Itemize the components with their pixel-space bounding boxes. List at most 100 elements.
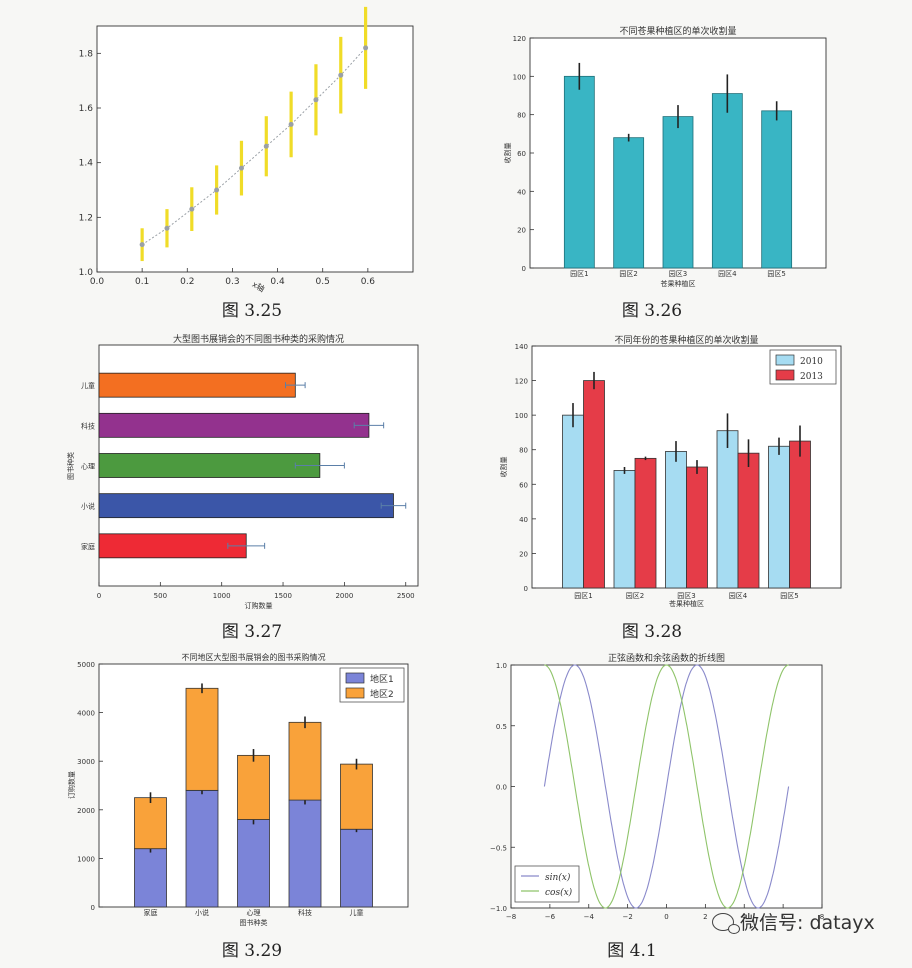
xtick-label: −4 [584, 913, 595, 921]
data-point [263, 143, 269, 149]
c1-ytick-label: 1.0 [79, 268, 94, 278]
chart-3-29: 不同地区大型图书展销会的图书采购情况 0 1000 2000 3000 4000 5000 图… [67, 652, 409, 927]
xtick-label: 小说 [195, 908, 209, 917]
wechat-icon [712, 913, 740, 934]
xtick-label: 园区4 [729, 592, 748, 600]
legend-swatch [345, 672, 365, 684]
c4-ytick-label: 60 [519, 481, 528, 489]
legend-label: 2013 [800, 372, 823, 382]
x-axis-label: 图书种类 [240, 918, 268, 927]
bar-segment [237, 754, 270, 820]
ytick-label: 家庭 [81, 542, 95, 551]
bar [613, 137, 645, 269]
legend: 2010 2013 [769, 349, 837, 385]
bar-segment [185, 687, 219, 791]
xtick-label: 0.2 [180, 277, 194, 287]
bar [613, 470, 636, 589]
bar-segment [185, 789, 219, 908]
y-axis-label: 订购数量 [67, 771, 76, 799]
legend-label: cos(x) [545, 887, 573, 898]
c6-ytick-label: 0.0 [496, 784, 507, 792]
c4-ytick-label: 20 [519, 550, 528, 558]
c4-ytick-label: 100 [515, 412, 528, 420]
data-point [238, 165, 244, 171]
chart-3-28: 不同年份的苍果种植区的单次收割量 0 20 40 60 80 100 120 140 苍果种植区 收… [499, 334, 842, 608]
xtick-label: 0.4 [270, 277, 285, 287]
series-line [141, 47, 366, 246]
legend-swatch [775, 354, 795, 366]
legend-box [514, 865, 580, 903]
xtick-label: 6 [781, 913, 786, 921]
xtick-label: 园区1 [570, 270, 588, 278]
chart-title: 大型图书展销会的不同图书种类的采购情况 [173, 333, 344, 345]
xtick-label: 园区3 [677, 592, 695, 600]
bar [737, 452, 760, 589]
bar [662, 116, 694, 269]
data-point [139, 242, 145, 248]
y-axis-label: 收割量 [503, 143, 512, 164]
chart-title: 不同年份的苍果种植区的单次收割量 [614, 334, 758, 346]
c4-ytick-label: 80 [519, 447, 528, 455]
c1-ytick-label: 1.2 [79, 213, 93, 223]
c2-ytick-label: 80 [517, 112, 526, 120]
c5-ytick-label: 0 [91, 904, 95, 912]
xtick-label: 儿童 [350, 908, 364, 917]
bar [98, 493, 394, 519]
chart-3-25: 0.0 0.1 0.2 0.3 0.4 0.5 0.6 1.0 1.2 1.4 1.6 1.8 x轴 [79, 6, 414, 294]
series-line-sin [543, 664, 790, 909]
series-line-cos [544, 664, 789, 909]
caption-fig-3-28: 图 3.28 [621, 622, 683, 642]
bar [98, 533, 247, 559]
plot-frame [96, 25, 414, 273]
legend-swatch [775, 369, 795, 381]
c4-ytick-label: 40 [519, 516, 528, 524]
xtick-label: 500 [154, 592, 167, 600]
bar [686, 466, 708, 589]
bar [761, 110, 793, 269]
watermark: 微信号: datayx [712, 908, 875, 935]
x-axis-label: x轴 [250, 279, 266, 294]
bar [634, 457, 657, 589]
xtick-label: −8 [506, 913, 516, 921]
c6-ytick-label: −1.0 [490, 905, 507, 913]
ytick-label: 小说 [81, 502, 95, 511]
data-point [363, 45, 369, 51]
xtick-label: 0.0 [90, 277, 105, 287]
c6-ytick-label: 0.5 [496, 723, 507, 731]
c2-ytick-label: 120 [513, 35, 526, 43]
bar-segment [134, 797, 167, 850]
data-point [313, 97, 319, 103]
legend-label: 2010 [800, 357, 823, 367]
bar [98, 453, 321, 478]
c2-ytick-label: 20 [517, 227, 526, 235]
chart-4-1: 正弦函数和余弦函数的折线图 −8 −6 −4 −2 0 2 4 6 8 −1.0 −0.5 0.0 0.5… [490, 652, 824, 921]
ytick-label: 儿童 [81, 381, 95, 390]
caption-fig-3-26: 图 3.26 [621, 301, 683, 321]
xtick-label: 0.5 [316, 277, 330, 287]
ytick-label: 科技 [81, 421, 95, 430]
c1-ytick-label: 1.8 [79, 49, 94, 59]
x-axis-label: 苍果种植区 [669, 599, 704, 608]
watermark-text: 微信号: datayx [740, 912, 875, 934]
c4-ytick-label: 0 [524, 585, 528, 593]
xtick-label: 1000 [213, 592, 231, 600]
xtick-label: 0 [664, 913, 668, 921]
xtick-label: 园区2 [626, 592, 644, 600]
data-point [338, 72, 344, 78]
xtick-label: 心理 [247, 909, 261, 917]
x-axis-label: 苍果种植区 [661, 279, 696, 288]
c1-ytick-label: 1.4 [79, 159, 94, 169]
chart-title: 不同苍果种植区的单次收割量 [619, 25, 736, 37]
xtick-label: 2500 [397, 592, 415, 600]
bar [562, 414, 584, 589]
caption-fig-4-1: 图 4.1 [607, 941, 657, 961]
c2-ytick-label: 100 [513, 73, 526, 81]
y-axis-label: 图书种类 [66, 452, 75, 480]
bar-segment [340, 763, 373, 830]
xtick-label: 园区1 [574, 592, 592, 600]
c6-ytick-label: −0.5 [490, 844, 507, 852]
data-point [214, 187, 220, 193]
xtick-label: 0.1 [135, 277, 149, 287]
